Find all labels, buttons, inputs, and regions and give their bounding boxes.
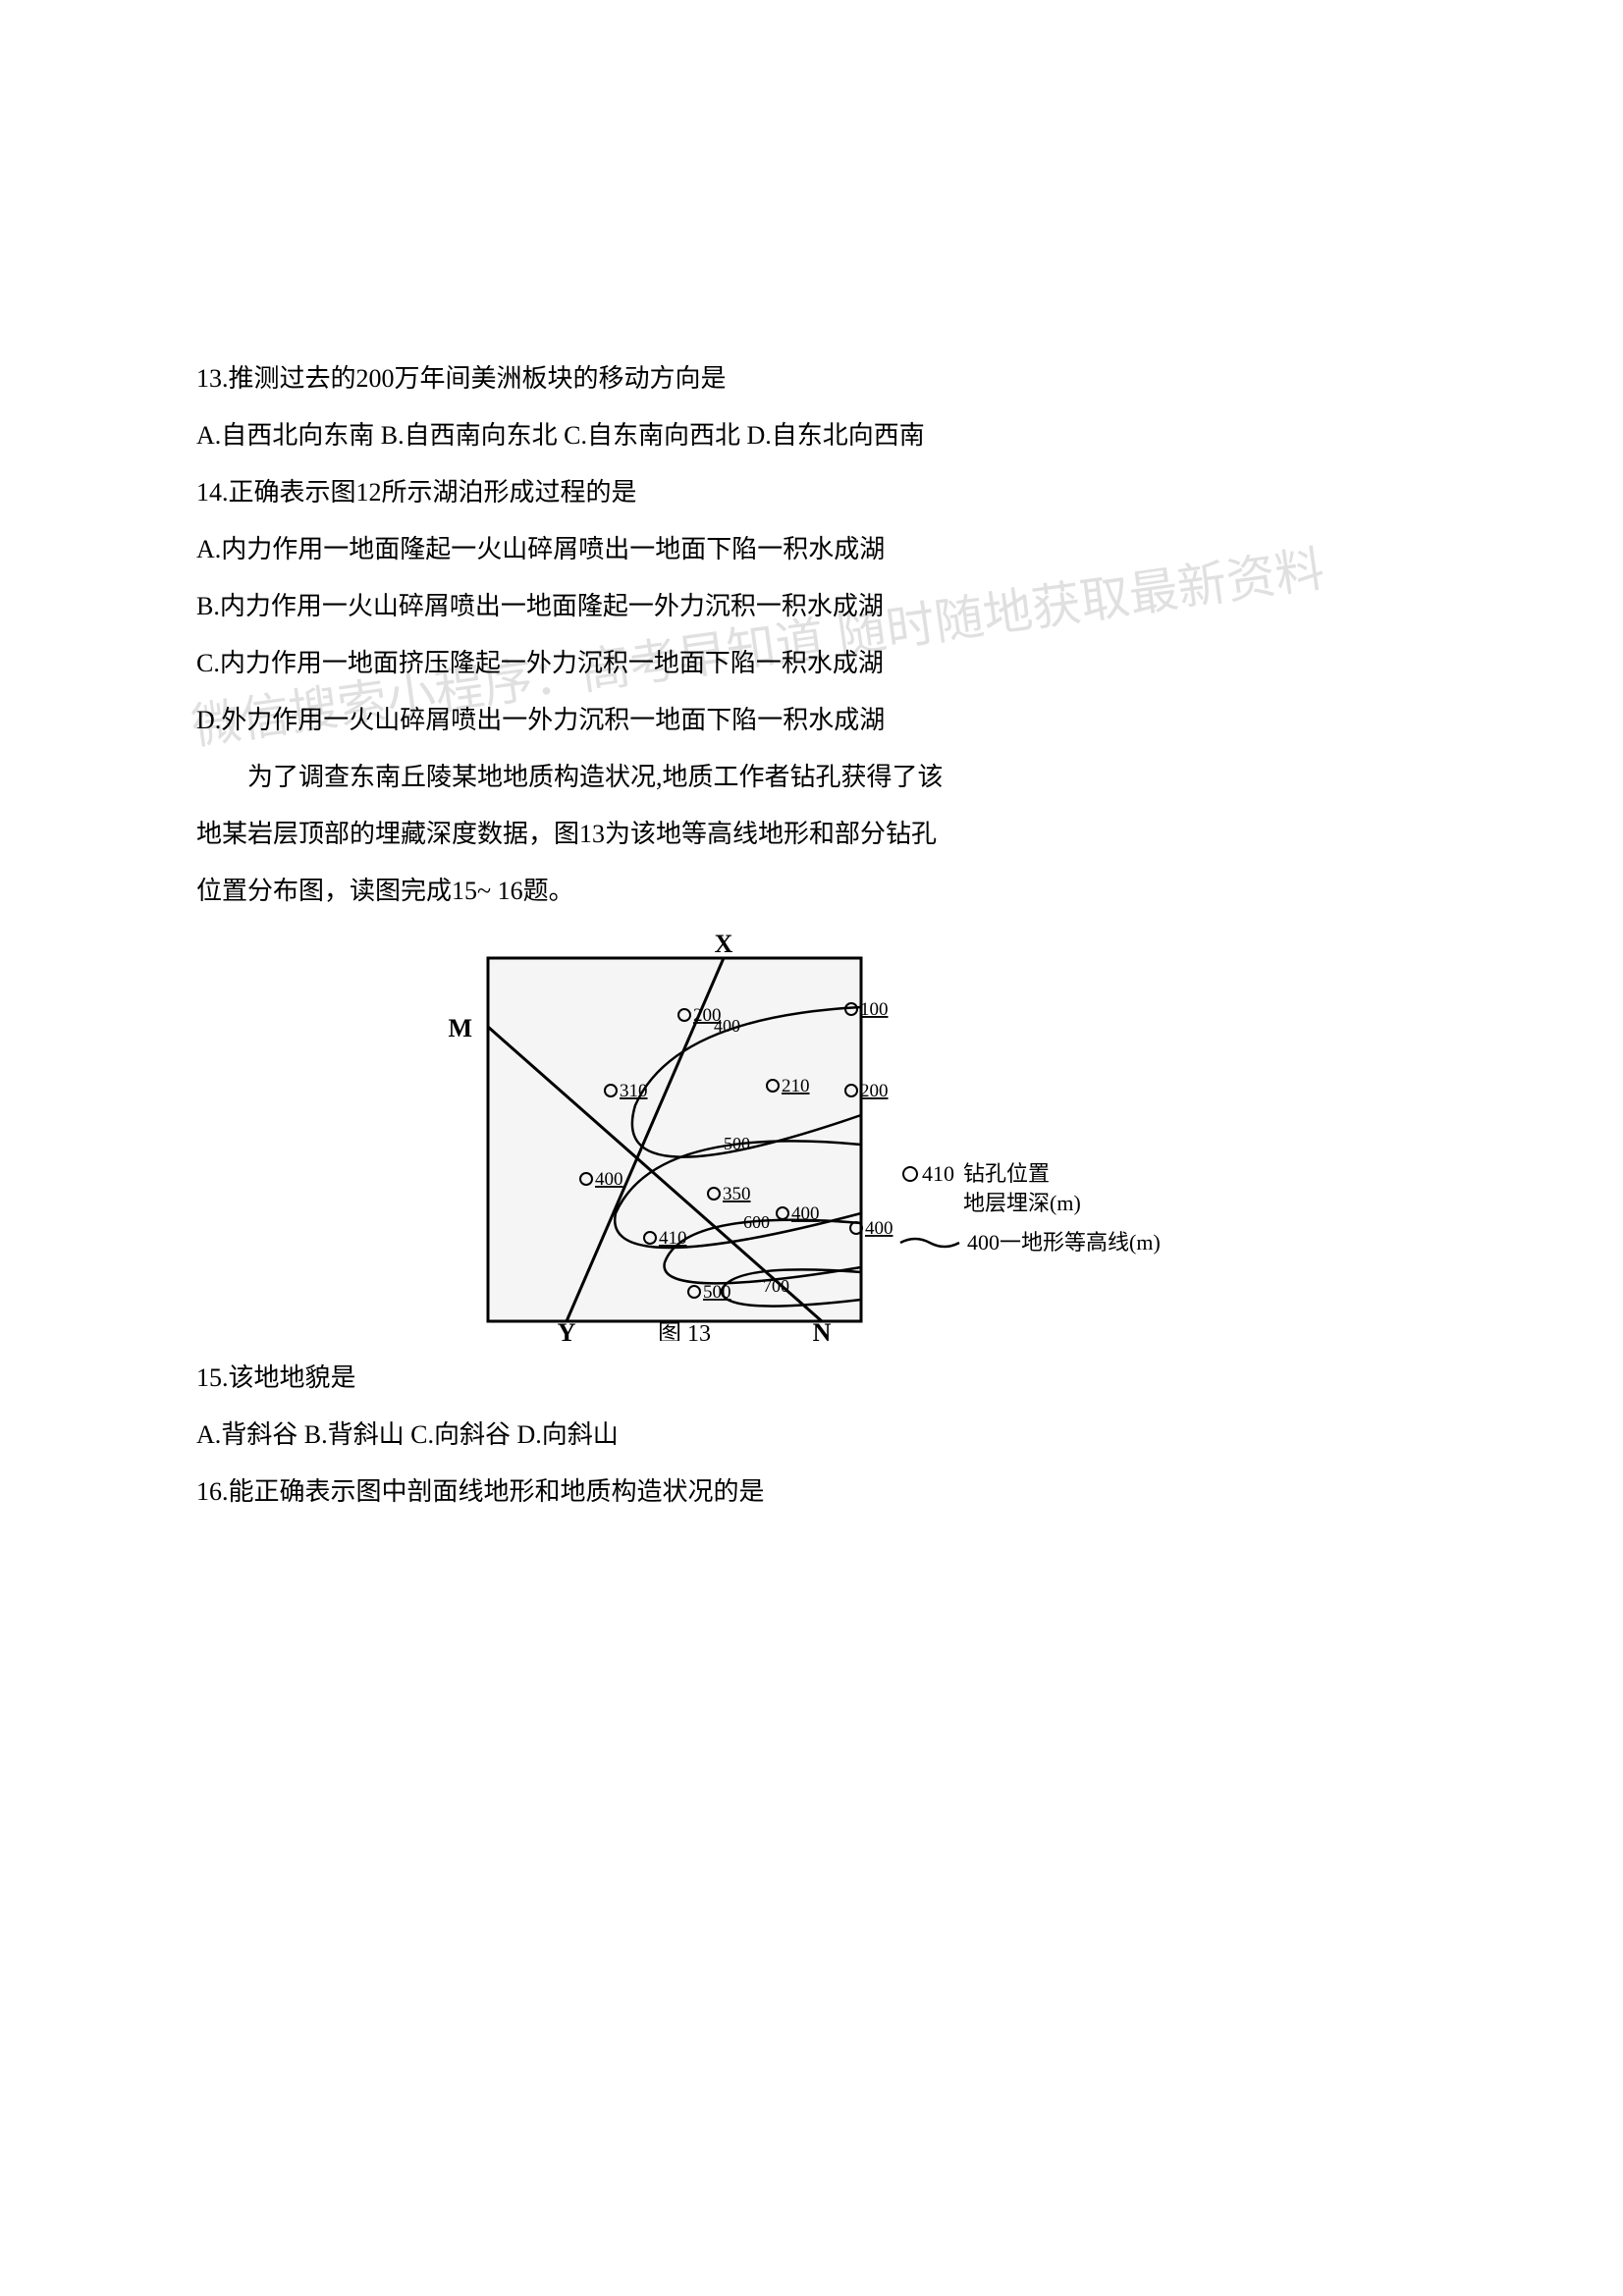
- svg-text:350: 350: [723, 1184, 751, 1204]
- svg-text:500: 500: [724, 1134, 750, 1153]
- passage-line3: 位置分布图，读图完成15~ 16题。: [196, 866, 1427, 917]
- q15-title: 15.该地地貌是: [196, 1353, 1427, 1404]
- figure-13-wrapper: X M Y N 400 500 600 700 100 200 200 210 310 3…: [196, 929, 1427, 1341]
- q13-options: A.自西北向东南 B.自西南向东北 C.自东南向西北 D.自东北向西南: [196, 410, 1427, 461]
- q14-title: 14.正确表示图12所示湖泊形成过程的是: [196, 467, 1427, 518]
- svg-text:400: 400: [791, 1203, 820, 1224]
- q14-optB: B.内力作用一火山碎屑喷出一地面隆起一外力沉积一积水成湖: [196, 581, 1427, 632]
- q15-options: A.背斜谷 B.背斜山 C.向斜谷 D.向斜山: [196, 1410, 1427, 1461]
- svg-text:500: 500: [703, 1282, 731, 1303]
- svg-text:Y: Y: [557, 1318, 575, 1341]
- svg-text:钻孔位置: 钻孔位置: [963, 1161, 1050, 1186]
- document-content: 13.推测过去的200万年间美洲板块的移动方向是 A.自西北向东南 B.自西南向…: [0, 0, 1623, 1518]
- svg-text:200: 200: [860, 1081, 889, 1101]
- svg-text:410: 410: [922, 1161, 954, 1186]
- svg-text:100: 100: [860, 999, 889, 1020]
- svg-text:图 13: 图 13: [658, 1321, 711, 1341]
- svg-text:200: 200: [693, 1005, 722, 1026]
- figure-13: X M Y N 400 500 600 700 100 200 200 210 310 3…: [429, 929, 1195, 1341]
- svg-text:700: 700: [763, 1276, 789, 1296]
- q14-optA: A.内力作用一地面隆起一火山碎屑喷出一地面下陷一积水成湖: [196, 524, 1427, 575]
- svg-text:310: 310: [620, 1081, 648, 1101]
- q16-title: 16.能正确表示图中剖面线地形和地质构造状况的是: [196, 1467, 1427, 1518]
- svg-text:400: 400: [865, 1218, 893, 1239]
- q13-title: 13.推测过去的200万年间美洲板块的移动方向是: [196, 353, 1427, 404]
- q14-optC: C.内力作用一地面挤压隆起一外力沉积一地面下陷一积水成湖: [196, 638, 1427, 689]
- svg-text:400一地形等高线(m): 400一地形等高线(m): [967, 1230, 1161, 1255]
- svg-text:600: 600: [743, 1212, 770, 1232]
- svg-text:400: 400: [595, 1169, 623, 1190]
- svg-text:410: 410: [659, 1228, 687, 1249]
- svg-text:N: N: [812, 1318, 831, 1341]
- q14-optD: D.外力作用一火山碎屑喷出一外力沉积一地面下陷一积水成湖: [196, 695, 1427, 746]
- svg-text:M: M: [448, 1014, 472, 1042]
- svg-text:地层埋深(m): 地层埋深(m): [963, 1191, 1081, 1215]
- svg-text:X: X: [714, 930, 732, 958]
- passage-line2: 地某岩层顶部的埋藏深度数据，图13为该地等高线地形和部分钻孔: [196, 809, 1427, 860]
- svg-text:210: 210: [782, 1076, 810, 1096]
- passage-line1: 为了调查东南丘陵某地地质构造状况,地质工作者钻孔获得了该: [196, 752, 1427, 803]
